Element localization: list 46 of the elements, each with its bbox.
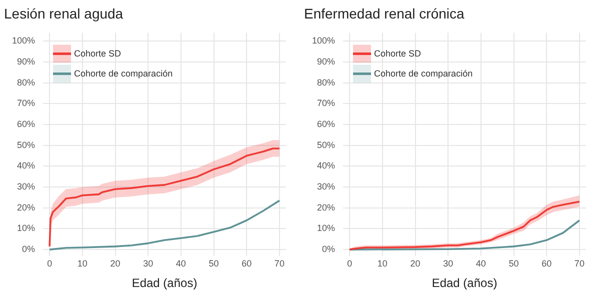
y-tick-label: 70% bbox=[17, 98, 36, 108]
x-tick-label: 10 bbox=[377, 258, 388, 269]
x-tick-label: 70 bbox=[274, 258, 284, 269]
x-tick-label: 40 bbox=[176, 258, 186, 269]
y-tick-label: 30% bbox=[17, 182, 36, 192]
y-tick-label: 20% bbox=[17, 202, 36, 212]
legend-label: Cohorte SD bbox=[374, 48, 422, 58]
x-tick-label: 60 bbox=[242, 258, 252, 269]
x-tick-label: 60 bbox=[542, 258, 552, 269]
y-tick-label: 30% bbox=[317, 182, 336, 192]
x-tick-label: 10 bbox=[77, 258, 88, 269]
x-tick-label: 70 bbox=[574, 258, 584, 269]
y-tick-label: 80% bbox=[317, 77, 336, 88]
y-tick-label: 10% bbox=[317, 223, 336, 234]
x-tick-label: 40 bbox=[476, 258, 486, 269]
legend-label: Cohorte de comparación bbox=[374, 68, 473, 78]
y-tick-label: 100% bbox=[312, 36, 336, 46]
x-tick-label: 20 bbox=[410, 258, 420, 269]
chart-title: Enfermedad renal crónica bbox=[304, 5, 465, 22]
y-tick-label: 40% bbox=[317, 160, 336, 171]
x-tick-label: 30 bbox=[143, 258, 154, 269]
y-tick-label: 20% bbox=[317, 202, 336, 212]
y-tick-label: 40% bbox=[17, 160, 36, 171]
y-tick-label: 60% bbox=[17, 118, 36, 129]
x-axis-title: Edad (años) bbox=[132, 276, 198, 290]
x-tick-label: 0 bbox=[347, 258, 352, 269]
legend-label: Cohorte SD bbox=[74, 48, 122, 58]
y-tick-label: 80% bbox=[17, 77, 36, 88]
x-tick-label: 30 bbox=[443, 258, 454, 269]
y-tick-label: 100% bbox=[12, 36, 36, 46]
y-tick-label: 90% bbox=[17, 56, 36, 66]
x-tick-label: 50 bbox=[208, 258, 219, 269]
y-tick-label: 90% bbox=[317, 56, 336, 66]
chart-title: Lesión renal aguda bbox=[4, 5, 124, 22]
x-tick-label: 20 bbox=[110, 258, 120, 269]
y-tick-label: 0% bbox=[22, 244, 36, 254]
x-axis-title: Edad (años) bbox=[432, 276, 498, 290]
x-tick-label: 0 bbox=[47, 258, 52, 269]
y-tick-label: 0% bbox=[322, 244, 336, 254]
y-tick-label: 10% bbox=[17, 223, 36, 234]
legend-label: Cohorte de comparación bbox=[74, 68, 173, 78]
y-tick-label: 50% bbox=[17, 140, 36, 150]
y-tick-label: 70% bbox=[317, 98, 336, 108]
y-tick-label: 50% bbox=[317, 140, 336, 150]
x-tick-label: 50 bbox=[508, 258, 519, 269]
y-tick-label: 60% bbox=[317, 118, 336, 129]
